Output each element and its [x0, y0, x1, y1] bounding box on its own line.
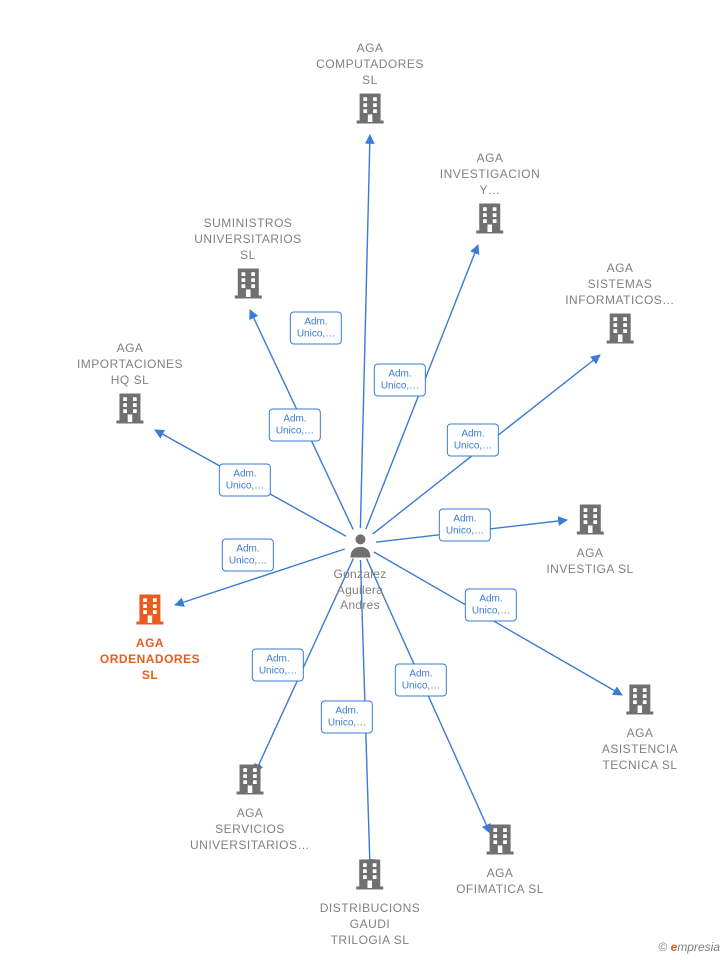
edge-label: Adm. Unico,… — [219, 464, 271, 497]
copyright-symbol: © — [658, 940, 667, 954]
center-person-label: Gonzalez Aguilera Andres — [333, 567, 386, 614]
company-node[interactable]: AGA INVESTIGA SL — [546, 500, 633, 577]
center-person-node[interactable]: Gonzalez Aguilera Andres — [333, 530, 386, 614]
edge-label: Adm. Unico,… — [290, 312, 342, 345]
company-node[interactable]: AGA ASISTENCIA TECNICA SL — [602, 680, 678, 774]
company-node[interactable]: AGA IMPORTACIONES HQ SL — [77, 340, 183, 434]
company-node[interactable]: SUMINISTROS UNIVERSITARIOS SL — [194, 215, 301, 309]
company-node[interactable]: AGA SISTEMAS INFORMATICOS… — [565, 260, 675, 354]
company-node[interactable]: DISTRIBUCIONS GAUDI TRILOGIA SL — [320, 855, 421, 949]
edge-label: Adm. Unico,… — [222, 539, 274, 572]
building-icon — [472, 199, 508, 235]
diagram-canvas — [0, 0, 728, 960]
company-label: AGA ASISTENCIA TECNICA SL — [602, 725, 678, 774]
building-icon — [230, 264, 266, 300]
company-label: AGA SERVICIOS UNIVERSITARIOS… — [190, 805, 310, 854]
company-label: AGA COMPUTADORES SL — [316, 40, 424, 89]
building-icon — [132, 590, 168, 626]
company-node[interactable]: AGA SERVICIOS UNIVERSITARIOS… — [190, 760, 310, 854]
edge-label: Adm. Unico,… — [252, 649, 304, 682]
edge-label: Adm. Unico,… — [439, 509, 491, 542]
building-icon — [352, 89, 388, 125]
company-label: AGA INVESTIGA SL — [546, 545, 633, 577]
copyright-footer: © empresia — [658, 940, 720, 954]
brand-rest: mpresia — [677, 940, 720, 954]
edge-label: Adm. Unico,… — [374, 364, 426, 397]
person-icon — [345, 530, 375, 560]
building-icon — [352, 855, 388, 891]
edge-label: Adm. Unico,… — [465, 589, 517, 622]
company-label: AGA INVESTIGACION Y… — [440, 150, 541, 199]
building-icon — [572, 500, 608, 536]
company-node[interactable]: AGA OFIMATICA SL — [456, 820, 544, 897]
edge-line — [360, 135, 370, 528]
company-label: SUMINISTROS UNIVERSITARIOS SL — [194, 215, 301, 264]
building-icon — [112, 389, 148, 425]
company-label: AGA SISTEMAS INFORMATICOS… — [565, 260, 675, 309]
company-label: DISTRIBUCIONS GAUDI TRILOGIA SL — [320, 900, 421, 949]
company-node[interactable]: AGA COMPUTADORES SL — [316, 40, 424, 134]
building-icon — [602, 309, 638, 345]
company-label: AGA IMPORTACIONES HQ SL — [77, 340, 183, 389]
company-node[interactable]: AGA INVESTIGACION Y… — [440, 150, 541, 244]
edge-label: Adm. Unico,… — [321, 701, 373, 734]
edge-label: Adm. Unico,… — [269, 409, 321, 442]
company-label: AGA OFIMATICA SL — [456, 865, 544, 897]
edge-label: Adm. Unico,… — [447, 424, 499, 457]
building-icon — [232, 760, 268, 796]
building-icon — [482, 820, 518, 856]
company-label: AGA ORDENADORES SL — [100, 635, 200, 684]
edge-label: Adm. Unico,… — [395, 664, 447, 697]
company-node[interactable]: AGA ORDENADORES SL — [100, 590, 200, 684]
building-icon — [622, 680, 658, 716]
